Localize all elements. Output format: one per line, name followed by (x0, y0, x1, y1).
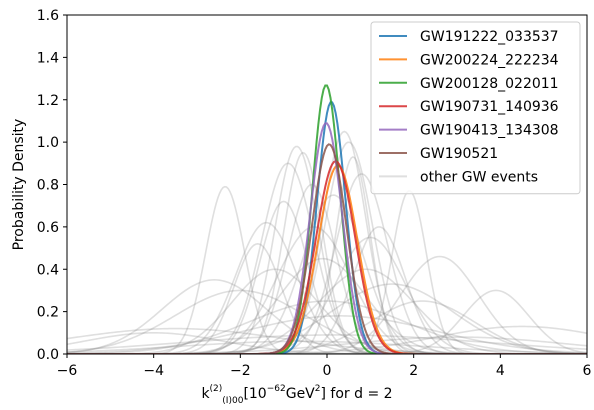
x-label-units-gev: GeV (286, 386, 315, 402)
y-tick-label: 1.2 (37, 93, 59, 109)
other-event-curve (67, 340, 587, 354)
other-event-curve (67, 268, 587, 354)
x-label-units-exponent: −62 (267, 384, 286, 394)
y-tick-label: 0.6 (37, 220, 59, 236)
other-event-curve (67, 300, 587, 354)
series-curve-gw191222_033537 (67, 101, 587, 354)
series-curve-gw190521 (67, 143, 587, 354)
x-label-subscript: (I)00 (222, 396, 243, 406)
legend-label: GW191222_033537 (420, 29, 559, 45)
legend: GW191222_033537 GW200224_222234 GW200128_0… (370, 21, 581, 195)
x-tick-label: −6 (57, 363, 78, 379)
legend-label: GW200224_222234 (420, 52, 559, 68)
other-event-curve (67, 156, 587, 354)
x-tick-label: 4 (496, 363, 505, 379)
x-label-units-close: ] for d = 2 (321, 386, 393, 402)
y-axis-label: Probability Density (11, 119, 27, 251)
other-event-curve (67, 194, 587, 354)
other-event-curve (67, 255, 587, 354)
y-tick-label: 0.8 (37, 178, 59, 194)
x-label-superscript: (2) (210, 384, 223, 394)
y-tick-label: 0.2 (37, 305, 59, 321)
y-tick-label: 0.0 (37, 347, 59, 363)
x-tick-label: 6 (583, 363, 592, 379)
other-event-curve (67, 289, 587, 354)
series-curve-gw200128_022011 (67, 84, 587, 354)
legend-label: other GW events (420, 169, 538, 185)
series-curve-gw190413_134308 (67, 122, 587, 354)
other-event-curve (67, 332, 587, 354)
other-event-curve (67, 226, 587, 354)
other-event-curve (67, 173, 587, 354)
other-event-curve (67, 315, 587, 354)
y-tick-label: 0.4 (37, 262, 59, 278)
other-event-curve (67, 279, 587, 354)
other-event-curve (67, 162, 587, 354)
x-tick-label: 2 (409, 363, 418, 379)
legend-box (370, 21, 581, 195)
other-event-curve (67, 300, 587, 354)
x-axis-label: k(2) (I)00[10−62GeV2] for d = 2 (201, 384, 392, 406)
series-curve-gw200224_222234 (67, 164, 587, 354)
y-tick-label: 1.0 (37, 135, 59, 151)
legend-label: GW200128_022011 (420, 76, 559, 92)
other-event-curve (67, 145, 587, 354)
legend-label: GW190521 (420, 146, 498, 162)
other-event-curve (67, 268, 587, 354)
x-tick-label: 0 (323, 363, 332, 379)
x-label-main: k (201, 386, 210, 402)
y-tick-label: 1.4 (37, 50, 59, 66)
legend-label: GW190731_140936 (420, 99, 559, 115)
y-tick-label: 1.6 (37, 8, 59, 24)
other-event-curve (67, 325, 587, 354)
highlighted-curves (67, 84, 587, 354)
other-event-curve (67, 334, 587, 351)
x-label-units-open: [10 (243, 386, 266, 402)
y-axis: 0.0 0.2 0.4 0.6 0.8 1.0 1.2 1.4 1.6 (37, 8, 67, 363)
legend-label: GW190413_134308 (420, 123, 559, 139)
other-event-curve (67, 200, 587, 354)
x-label-units-exponent-2: 2 (315, 384, 321, 394)
x-tick-label: −2 (230, 363, 251, 379)
other-event-curve (67, 141, 587, 354)
x-tick-label: −4 (143, 363, 164, 379)
x-axis: −6 −4 −2 0 2 4 6 (57, 354, 592, 379)
other-event-curve (67, 151, 587, 354)
other-event-curve (67, 183, 587, 354)
series-curve-gw190731_140936 (67, 160, 587, 354)
